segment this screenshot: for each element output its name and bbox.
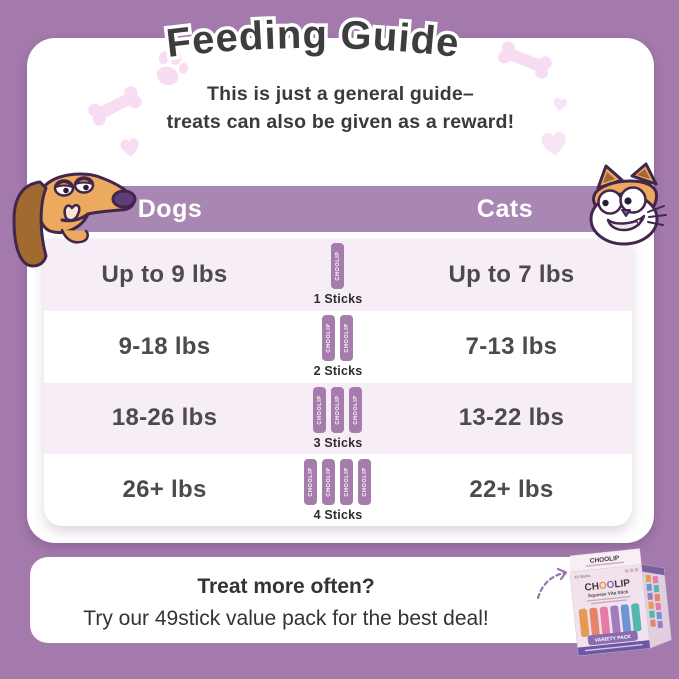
feeding-table: Up to 9 lbs CHOOLIP 1 Sticks Up to 7 lbs… — [44, 239, 632, 526]
treat-stick-icon: CHOOLIP — [340, 315, 354, 362]
page-title: Feeding Guide — [160, 9, 464, 69]
footer-headline: Treat more often? — [197, 575, 375, 598]
dog-weight: 18-26 lbs — [111, 404, 218, 432]
stick-count-label: 4 Sticks — [313, 507, 363, 522]
stick-count-label: 3 Sticks — [313, 435, 363, 450]
dog-weight: 9-18 lbs — [118, 332, 211, 360]
treat-stick-icon: CHOOLIP — [304, 458, 318, 505]
sticks-cell: CHOOLIP 1 Sticks — [285, 243, 391, 306]
subtitle-line-1: This is just a general guide– — [207, 83, 474, 105]
cat-weight: Up to 7 lbs — [448, 260, 575, 288]
treat-stick-icon: CHOOLIP — [313, 386, 327, 433]
table-row: Up to 9 lbs CHOOLIP 1 Sticks Up to 7 lbs — [44, 239, 632, 311]
treat-stick-icon: CHOOLIP — [331, 243, 345, 290]
treat-stick-icon: CHOOLIP — [331, 386, 345, 433]
stick-count-label: 2 Sticks — [313, 364, 363, 379]
svg-text:CHOOLIP: CHOOLIP — [590, 555, 621, 565]
footer-body: Try our 49stick value pack for the best … — [83, 606, 489, 630]
table-row: 26+ lbs CHOOLIP CHOOLIP CHOOLIP CHOOLIP … — [44, 454, 632, 526]
dogs-column-header: Dogs — [137, 195, 203, 223]
product-box: CHOOLIP 49 Sticks CHOOLIP Squeeze Vita S… — [570, 548, 672, 656]
table-row: 18-26 lbs CHOOLIP CHOOLIP CHOOLIP 3 Stic… — [44, 382, 632, 455]
cat-weight: 13-22 lbs — [458, 404, 565, 432]
table-row: 9-18 lbs CHOOLIP CHOOLIP 2 Sticks 7-13 l… — [44, 311, 632, 383]
footer-banner — [30, 557, 622, 643]
cats-column-header: Cats — [476, 195, 534, 223]
svg-text:Feeding Guide: Feeding Guide — [164, 13, 462, 66]
svg-text:VARIETY PACK: VARIETY PACK — [595, 634, 632, 644]
sticks-cell: CHOOLIP CHOOLIP 2 Sticks — [285, 315, 391, 378]
arrow-icon — [536, 567, 568, 600]
treat-stick-icon: CHOOLIP — [322, 458, 336, 505]
stick-count-label: 1 Sticks — [313, 292, 363, 307]
subtitle: This is just a general guide– treats can… — [27, 80, 654, 137]
treat-stick-icon: CHOOLIP — [340, 458, 354, 505]
svg-text:49 Sticks: 49 Sticks — [574, 573, 591, 580]
subtitle-line-2: treats can also be given as a reward! — [166, 111, 515, 134]
sticks-cell: CHOOLIP CHOOLIP CHOOLIP CHOOLIP 4 Sticks — [285, 458, 391, 522]
treat-stick-icon: CHOOLIP — [349, 386, 363, 433]
dog-weight: 26+ lbs — [122, 476, 207, 504]
treat-stick-icon: CHOOLIP — [322, 315, 336, 362]
svg-text:Squeeze Vita Stick: Squeeze Vita Stick — [588, 589, 629, 598]
sticks-cell: CHOOLIP CHOOLIP CHOOLIP 3 Sticks — [285, 386, 391, 450]
treat-stick-icon: CHOOLIP — [358, 458, 372, 505]
footer-text: Treat more often? Try our 49stick value … — [36, 571, 536, 634]
table-header-band: Dogs Cats — [55, 186, 655, 232]
cat-weight: 22+ lbs — [469, 476, 554, 504]
dog-weight: Up to 9 lbs — [101, 260, 228, 288]
svg-text:CHOOLIP: CHOOLIP — [584, 578, 631, 594]
cat-weight: 7-13 lbs — [465, 332, 558, 360]
